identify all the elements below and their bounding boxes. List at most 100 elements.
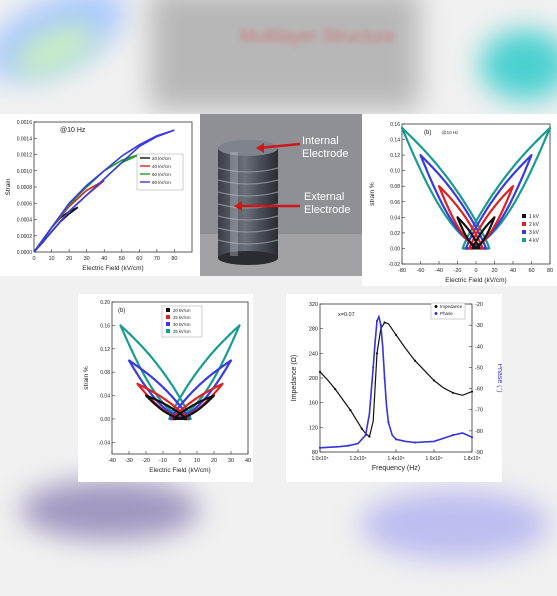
actuator-cylinder bbox=[217, 140, 279, 265]
x-tick-label: 1.6x10⁵ bbox=[425, 456, 442, 462]
x-tick-label: 10 bbox=[194, 458, 200, 464]
legend-marker-1 bbox=[434, 312, 438, 315]
bg-blob-top-right bbox=[480, 30, 557, 100]
legend-marker-0 bbox=[166, 308, 170, 312]
y-tick-label: 0.12 bbox=[100, 347, 110, 353]
y-tick-label: 0.04 bbox=[390, 215, 400, 221]
label-external-electrode: External Electrode bbox=[304, 191, 350, 216]
y-tick-label: 0.16 bbox=[100, 323, 110, 329]
x-tick-label: 40 bbox=[245, 458, 251, 464]
x-tick-label: -80 bbox=[398, 268, 406, 274]
chart-butterfly-voltage: -80 -60 -40 -20 0 20 40 60 80 -0.02 0.00 0.02 0.04 0.… bbox=[362, 114, 557, 286]
legend-label-2: 3 kV bbox=[529, 230, 540, 236]
y2-tick-label: -90 bbox=[475, 450, 483, 456]
legend-marker-0 bbox=[522, 214, 526, 218]
legend-label-1: 2 kV bbox=[529, 222, 540, 228]
chart-impedance-phase-svg: 1.0x10⁵ 1.2x10⁵ 1.4x10⁵ 1.6x10⁵ 1.8x10⁵ 80 120… bbox=[291, 302, 504, 472]
y-tick-label: 200 bbox=[309, 376, 318, 382]
label-internal-electrode: Internal Electrode bbox=[302, 135, 348, 160]
y2-axis-label: Phase (°) bbox=[496, 363, 502, 392]
x-tick-label: 50 bbox=[119, 256, 125, 262]
y2-tick-label: -60 bbox=[475, 387, 483, 393]
legend-label-3: 4 kV bbox=[529, 238, 540, 244]
x-tick-label: 20 bbox=[491, 268, 497, 274]
series-point bbox=[451, 391, 455, 394]
legend-label-0: 1 kV bbox=[529, 214, 540, 220]
series-loop-0 bbox=[456, 216, 496, 250]
y2-tick-label: -30 bbox=[475, 323, 483, 329]
legend-label-1: 40 kV/cm bbox=[152, 164, 171, 169]
chart-impedance-phase: 1.0x10⁵ 1.2x10⁵ 1.4x10⁵ 1.6x10⁵ 1.8x10⁵ 80 120… bbox=[286, 294, 504, 482]
x-tick-label: -40 bbox=[108, 458, 116, 464]
y-tick-label: 0.00 bbox=[100, 417, 110, 423]
y-tick-label: 80 bbox=[312, 450, 318, 456]
chart-title: @10 Hz bbox=[60, 127, 86, 134]
series-point bbox=[379, 324, 382, 327]
x-tick-label: 60 bbox=[136, 256, 142, 262]
x-tick-label: 40 bbox=[510, 268, 516, 274]
x-tick-label: 40 bbox=[101, 256, 107, 262]
legend-marker-2 bbox=[166, 322, 170, 326]
series-point bbox=[372, 366, 375, 369]
series-line-3 bbox=[33, 129, 175, 253]
series-point bbox=[318, 370, 322, 373]
series-point bbox=[360, 427, 363, 430]
y-tick-label: 0.06 bbox=[390, 200, 400, 206]
series-point bbox=[375, 352, 379, 355]
legend-marker-2 bbox=[522, 230, 526, 234]
legend-label-0: 20 kV/cm bbox=[152, 156, 171, 161]
series-point bbox=[470, 436, 474, 439]
x-tick-label: 0 bbox=[474, 268, 477, 274]
chart-butterfly-field-svg: -40 -30 -20 -10 0 10 20 30 40 -0.04 0.00 0.04 0.08 0.… bbox=[83, 300, 251, 474]
y-tick-label: 320 bbox=[309, 302, 318, 308]
series-point bbox=[413, 441, 417, 444]
series-point bbox=[318, 446, 322, 449]
y-tick-label: 0.0010 bbox=[17, 169, 33, 175]
legend-label-1: 25 kV/cm bbox=[173, 315, 191, 320]
y-axis-label: Impedance (Ω) bbox=[291, 355, 298, 401]
x-tick-label: -20 bbox=[142, 458, 150, 464]
bg-blob-bottom-left bbox=[20, 480, 200, 540]
x-axis-label: Frequency (Hz) bbox=[372, 465, 420, 472]
series-line-0 bbox=[319, 321, 473, 438]
x-tick-label: 0 bbox=[178, 458, 181, 464]
series-point bbox=[387, 421, 390, 424]
actuator-photo: Internal Electrode External Electrode bbox=[200, 114, 362, 276]
y-tick-label: 0.0002 bbox=[17, 234, 33, 240]
x-tick-label: -20 bbox=[454, 268, 462, 274]
y-tick-label: 0.0000 bbox=[17, 250, 33, 256]
x-tick-label: 0 bbox=[32, 256, 35, 262]
y-tick-label: -0.04 bbox=[99, 440, 111, 446]
external-electrode-arrow bbox=[234, 201, 300, 211]
series-point bbox=[470, 390, 474, 393]
x-tick-label: 1.8x10⁵ bbox=[463, 456, 480, 462]
bg-blob-top-center bbox=[150, 0, 420, 110]
series-point bbox=[334, 388, 337, 391]
series-line-2 bbox=[33, 153, 140, 253]
y2-tick-label: -40 bbox=[475, 344, 483, 350]
x-tick-label: 1.2x10⁵ bbox=[349, 456, 366, 462]
y-tick-label: 0.14 bbox=[390, 138, 400, 144]
series-point bbox=[413, 359, 417, 362]
legend-marker-1 bbox=[522, 222, 526, 226]
series-point bbox=[383, 376, 386, 380]
legend-label-0: Impedance bbox=[440, 304, 463, 309]
y-tick-label: 0.00 bbox=[390, 246, 400, 252]
legend-marker-3 bbox=[522, 238, 526, 242]
y-tick-label: 0.0012 bbox=[17, 153, 33, 159]
plot-frame bbox=[319, 303, 473, 453]
chart-butterfly-field: -40 -30 -20 -10 0 10 20 30 40 -0.04 0.00 0.04 0.08 0.… bbox=[78, 294, 253, 482]
x-tick-label: 1.0x10⁵ bbox=[311, 456, 328, 462]
legend-marker-0 bbox=[434, 305, 438, 308]
y-tick-label: 0.0004 bbox=[17, 218, 33, 224]
x-tick-label: 30 bbox=[228, 458, 234, 464]
legend-marker-3 bbox=[166, 329, 170, 333]
series-point bbox=[394, 438, 398, 441]
y-tick-label: 0.08 bbox=[390, 184, 400, 190]
y-tick-label: 0.08 bbox=[100, 370, 110, 376]
y-tick-label: 0.0006 bbox=[17, 201, 33, 207]
legend-box bbox=[136, 153, 184, 191]
series-point bbox=[364, 433, 367, 437]
y-tick-label: 0.0014 bbox=[17, 136, 33, 142]
